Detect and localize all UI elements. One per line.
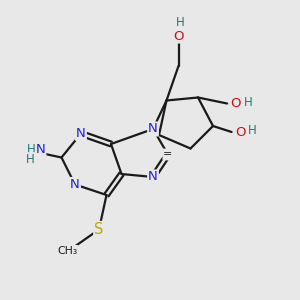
Text: N: N xyxy=(76,127,86,140)
Text: O: O xyxy=(230,97,241,110)
Text: N: N xyxy=(70,178,80,191)
Text: H: H xyxy=(176,16,184,29)
Text: =: = xyxy=(163,149,173,160)
Text: CH₃: CH₃ xyxy=(57,245,78,256)
Text: N: N xyxy=(148,170,158,184)
Text: N: N xyxy=(148,122,158,136)
Text: H: H xyxy=(26,143,35,156)
Text: O: O xyxy=(173,29,184,43)
Text: N: N xyxy=(36,143,45,156)
Text: H: H xyxy=(248,124,257,137)
Text: O: O xyxy=(235,125,245,139)
Text: S: S xyxy=(94,222,104,237)
Text: H: H xyxy=(26,153,35,166)
Text: H: H xyxy=(244,95,253,109)
